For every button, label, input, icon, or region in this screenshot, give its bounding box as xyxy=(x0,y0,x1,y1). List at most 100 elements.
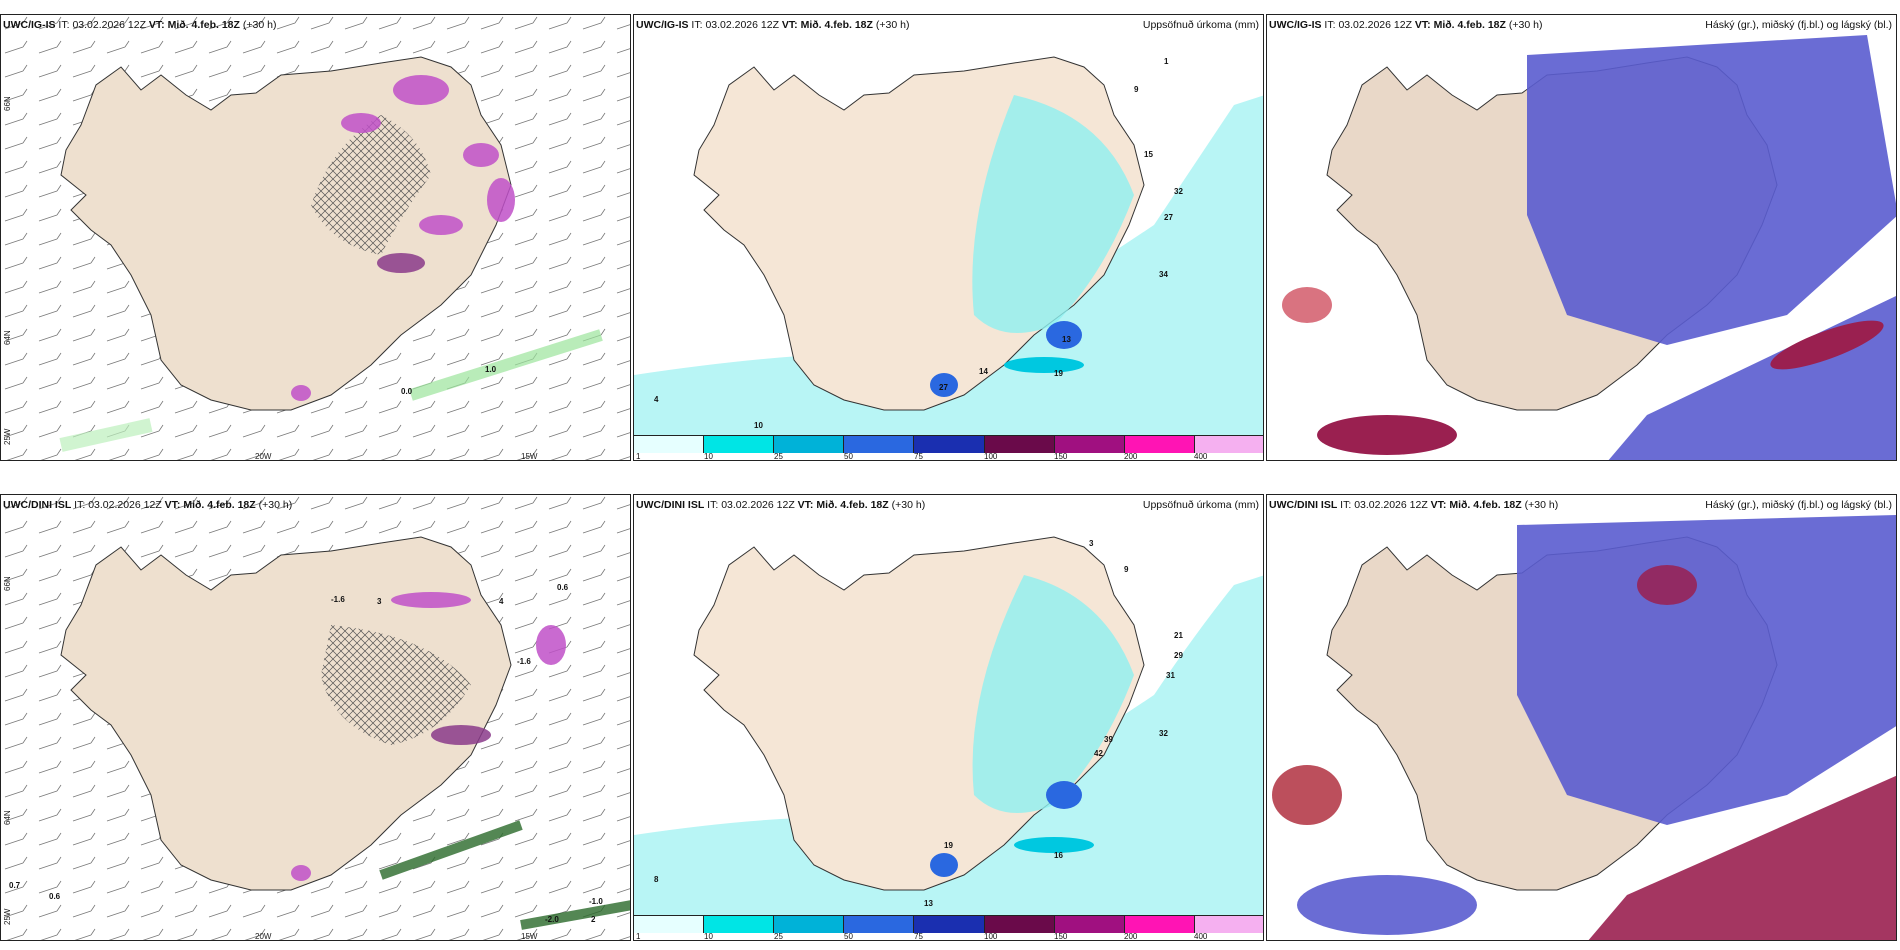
precip-number: 31 xyxy=(1166,671,1175,680)
high-cloud xyxy=(1317,415,1457,455)
legend-swatch xyxy=(914,916,985,933)
legend-tick: 150 xyxy=(1054,452,1068,461)
legend-swatch xyxy=(1054,916,1125,933)
temp-label: 0.6 xyxy=(49,892,61,901)
legend-swatch xyxy=(984,916,1055,933)
precip-number: 14 xyxy=(979,367,988,376)
precip-band xyxy=(1004,357,1084,373)
mid-cloud xyxy=(1527,35,1896,345)
precip-number: 27 xyxy=(939,383,948,392)
legend-swatch xyxy=(1124,436,1195,453)
legend-swatch xyxy=(844,436,915,453)
snow-hatch xyxy=(321,625,471,745)
precip-max xyxy=(930,853,958,877)
precip-number: 13 xyxy=(1062,335,1071,344)
legend-tick: 50 xyxy=(844,932,853,941)
precip-number: 13 xyxy=(924,899,933,908)
precip-max xyxy=(930,373,958,397)
green-band xyxy=(520,900,630,930)
temp-label: -1.0 xyxy=(589,897,603,906)
cloud-map xyxy=(1272,515,1896,940)
cloud-map xyxy=(1282,35,1896,460)
precip-shade-1-10 xyxy=(634,575,1263,915)
precip-number: 42 xyxy=(1094,749,1103,758)
panel-title: UWC/DINI ISL IT: 03.02.2026 12Z VT: Mið.… xyxy=(1269,499,1559,511)
precip-shade-1-10 xyxy=(634,95,1263,435)
precip-number: 29 xyxy=(1174,651,1183,660)
green-band xyxy=(379,820,523,880)
legend-swatch xyxy=(1194,916,1263,933)
precip-number: 15 xyxy=(1144,150,1153,159)
precip-blob xyxy=(463,143,499,167)
legend-swatch xyxy=(844,916,915,933)
legend-tick: 1 xyxy=(636,932,641,941)
precip-blob xyxy=(341,113,381,133)
precip-number: 9 xyxy=(1134,85,1139,94)
cloud-title: Háský (gr.), miðský (fj.bl.) og lágský (… xyxy=(1705,19,1892,31)
precip-blob xyxy=(291,865,311,881)
legend-tick: 25 xyxy=(774,452,783,461)
legend-swatch xyxy=(1124,916,1195,933)
wind-temp-map xyxy=(1,495,630,940)
legend-tick: 400 xyxy=(1194,932,1208,941)
temp-label: -2.0 xyxy=(545,915,559,924)
precip-blob xyxy=(536,625,566,665)
legend-tick: 200 xyxy=(1124,932,1138,941)
legend-swatch xyxy=(914,436,985,453)
high-cloud xyxy=(1770,320,1884,370)
lon-label: 15W xyxy=(521,452,538,461)
legend-tick: 100 xyxy=(984,932,998,941)
panel-title: UWC/IG-IS IT: 03.02.2026 12Z VT: Mið. 4.… xyxy=(636,19,910,31)
precip-number: 32 xyxy=(1174,187,1183,196)
temp-label: 0.6 xyxy=(557,583,569,592)
panel-bottom-wind-temp: UWC/DINI ISL IT: 03.02.2026 12Z VT: Mið.… xyxy=(0,494,631,941)
legend-swatch xyxy=(984,436,1055,453)
precip-blob xyxy=(419,215,463,235)
legend-swatch xyxy=(1194,436,1263,453)
panel-title: UWC/IG-IS IT: 03.02.2026 12Z VT: Mið. 4.… xyxy=(3,19,277,31)
panel-top-wind-temp: UWC/IG-IS IT: 03.02.2026 12Z VT: Mið. 4.… xyxy=(0,14,631,461)
precip-number: 21 xyxy=(1174,631,1183,640)
precip-shade-10-25 xyxy=(972,575,1134,813)
precip-number: 8 xyxy=(654,875,659,884)
precip-blob xyxy=(377,253,425,273)
legend-tick: 50 xyxy=(844,452,853,461)
temp-label: 3 xyxy=(377,597,382,606)
precip-map xyxy=(634,536,1263,915)
lon-label: 25W xyxy=(3,908,12,925)
precip-band xyxy=(1014,837,1094,853)
precip-number: 34 xyxy=(1159,270,1168,279)
lat-label: 64N xyxy=(3,810,12,825)
panel-top-precip: UWC/IG-IS IT: 03.02.2026 12Z VT: Mið. 4.… xyxy=(633,14,1264,461)
legend-tick: 10 xyxy=(704,932,713,941)
lon-label: 15W xyxy=(521,932,538,941)
temp-label: -1.6 xyxy=(517,657,531,666)
precip-blob xyxy=(291,385,311,401)
legend-tick: 400 xyxy=(1194,452,1208,461)
precip-max xyxy=(1046,321,1082,349)
precip-number: 39 xyxy=(1104,735,1113,744)
precip-number: 4 xyxy=(654,395,659,404)
precip-number: 16 xyxy=(1054,851,1063,860)
precip-legend: 1 10 25 50 75 100 150 200 400 xyxy=(634,435,1263,461)
lat-label: 66N xyxy=(3,96,12,111)
high-cloud xyxy=(1588,775,1896,940)
lat-label: 66N xyxy=(3,576,12,591)
legend-tick: 10 xyxy=(704,452,713,461)
lon-label: 20W xyxy=(255,452,272,461)
precip-blob xyxy=(431,725,491,745)
precip-number: 3 xyxy=(1089,539,1094,548)
panel-bottom-clouds: UWC/DINI ISL IT: 03.02.2026 12Z VT: Mið.… xyxy=(1266,494,1897,941)
legend-tick: 25 xyxy=(774,932,783,941)
precip-number: 19 xyxy=(944,841,953,850)
panel-top-clouds: UWC/IG-IS IT: 03.02.2026 12Z VT: Mið. 4.… xyxy=(1266,14,1897,461)
mid-cloud xyxy=(1297,875,1477,935)
legend-swatch xyxy=(774,916,845,933)
temp-label: -1.6 xyxy=(331,595,345,604)
panel-bottom-precip: UWC/DINI ISL IT: 03.02.2026 12Z VT: Mið.… xyxy=(633,494,1264,941)
wind-temp-map xyxy=(1,15,630,460)
high-cloud xyxy=(1272,765,1342,825)
panel-title: UWC/IG-IS IT: 03.02.2026 12Z VT: Mið. 4.… xyxy=(1269,19,1543,31)
lat-label: 64N xyxy=(3,330,12,345)
temp-label: 1.0 xyxy=(485,365,497,374)
